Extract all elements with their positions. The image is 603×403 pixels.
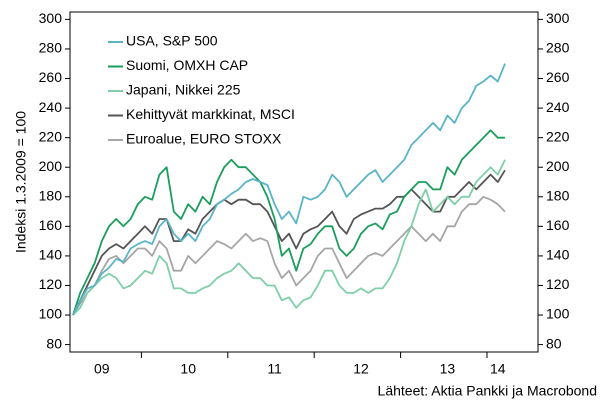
y2-tick-label: 100 [546, 306, 570, 322]
x-tick-label: 12 [353, 361, 369, 377]
y-tick-label: 80 [46, 335, 62, 351]
legend-label: Kehittyvät markkinat, MSCI [126, 106, 295, 122]
y2-tick-label: 240 [546, 99, 570, 115]
x-tick-label: 09 [94, 361, 110, 377]
y-tick-label: 180 [39, 187, 63, 203]
y-axis-label: Indeksi 1.3.2009 = 100 [13, 111, 29, 253]
y-tick-label: 300 [39, 10, 63, 26]
y-tick-label: 280 [39, 40, 63, 56]
series-line [72, 169, 506, 316]
y2-tick-label: 160 [546, 217, 570, 233]
y-tick-label: 220 [39, 128, 63, 144]
y2-tick-label: 260 [546, 69, 570, 85]
y-tick-label: 160 [39, 217, 63, 233]
legend-label: Japani, Nikkei 225 [126, 82, 241, 98]
y-tick-label: 100 [39, 306, 63, 322]
x-tick-label: 11 [267, 361, 282, 377]
y-tick-label: 140 [39, 247, 63, 263]
legend-label: USA, S&P 500 [126, 33, 218, 49]
y-tick-label: 240 [39, 99, 63, 115]
y-tick-label: 260 [39, 69, 63, 85]
y2-tick-label: 80 [546, 335, 562, 351]
series-line [72, 63, 506, 316]
y2-tick-label: 220 [546, 128, 570, 144]
x-tick-label: 13 [440, 361, 456, 377]
y2-tick-label: 200 [546, 158, 570, 174]
y-tick-label: 200 [39, 158, 63, 174]
y2-tick-label: 180 [546, 187, 570, 203]
y2-tick-label: 280 [546, 40, 570, 56]
series-line [72, 159, 506, 316]
series-line [72, 195, 506, 316]
legend-label: Suomi, OMXH CAP [126, 57, 248, 73]
legend-label: Euroalue, EURO STOXX [126, 131, 282, 147]
y2-tick-label: 120 [546, 276, 570, 292]
x-tick-label: 10 [180, 361, 196, 377]
source: Lähteet: Aktia Pankki ja Macrobond [378, 383, 597, 399]
series-line [72, 129, 505, 316]
y2-tick-label: 140 [546, 247, 570, 263]
y2-tick-label: 300 [546, 10, 570, 26]
plot-frame [69, 11, 539, 353]
y-tick-label: 120 [39, 276, 63, 292]
x-tick-label: 14 [490, 361, 506, 377]
